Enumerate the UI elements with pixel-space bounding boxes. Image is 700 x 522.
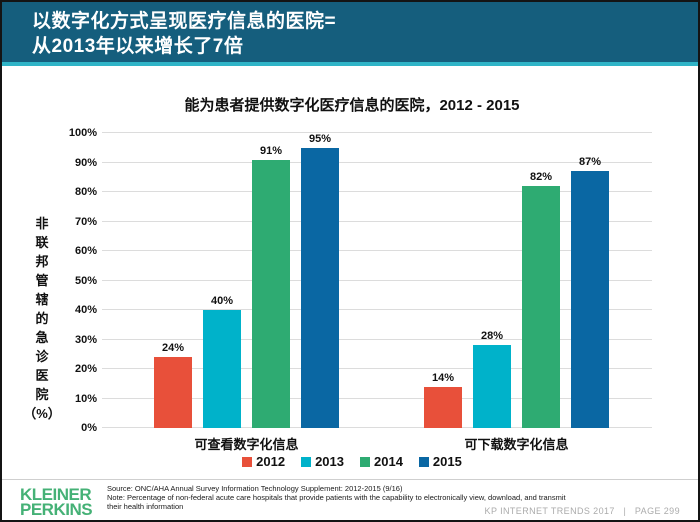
bar-group: 14% 28% 82% 87%: [424, 133, 609, 428]
logo-line2: PERKINS: [20, 500, 93, 519]
y-axis-label-char: 联: [35, 235, 49, 250]
bar-value-label: 95%: [308, 133, 332, 145]
y-axis-label-char: 诊: [35, 349, 49, 364]
y-tick-label: 70%: [74, 215, 97, 228]
note-line: Note: Percentage of non-federal acute ca…: [107, 493, 566, 511]
bar-rect: [203, 310, 241, 428]
legend-item-2013: 2013: [301, 454, 344, 469]
gridline: [102, 309, 652, 310]
legend-swatch: [301, 456, 312, 467]
footer: KLEINER PERKINS Source: ONC/AHA Annual S…: [2, 479, 698, 520]
y-axis-label: 非联邦管辖的急诊医院 （%）: [16, 214, 68, 423]
bar-2013: 40%: [203, 133, 241, 428]
bar-2013: 28%: [473, 133, 511, 428]
legend-swatch: [360, 456, 370, 467]
y-tick-label: 0%: [81, 422, 97, 434]
bar-rect: [424, 386, 462, 428]
plot-area: 24% 40% 91% 95% 14% 28% 82% 87%: [102, 132, 652, 428]
bar-rect: [571, 171, 609, 428]
y-axis-ticks: 100% 90% 80% 70% 60% 50% 40% 30% 20% 10% 0%: [40, 127, 97, 434]
legend-item-2012: 2012: [242, 454, 285, 469]
bar-value-label: 91%: [259, 144, 283, 157]
bar-value-label: 87%: [578, 156, 602, 169]
y-tick-label: 10%: [74, 392, 97, 405]
bar-2015: 87%: [571, 133, 609, 428]
bar-group: 24% 40% 91% 95%: [154, 133, 339, 428]
legend: 2012 2013 2014 2015: [2, 454, 698, 469]
bar-2012: 14%: [424, 133, 462, 428]
legend-label: 2012: [256, 454, 286, 469]
x-category-label: 可查看数字化信息: [194, 437, 299, 452]
x-axis-labels: 可查看数字化信息 可下载数字化信息: [102, 434, 652, 452]
x-category-label: 可下载数字化信息: [464, 437, 569, 452]
y-axis-label-char: 邦: [35, 254, 49, 269]
kleiner-perkins-logo: KLEINER PERKINS: [20, 485, 93, 519]
legend-label: 2015: [432, 454, 462, 469]
bar-2015: 95%: [301, 133, 339, 428]
source-note: Source: ONC/AHA Annual Survey Informatio…: [107, 484, 577, 511]
legend-swatch: [242, 456, 253, 467]
header-title-line2: 从2013年以来增长了7倍: [32, 36, 244, 57]
bar-2014: 91%: [252, 133, 290, 428]
header-title-line1: 以数字化方式呈现医疗信息的医院=: [32, 11, 337, 32]
bar-2012: 24%: [154, 133, 192, 428]
y-tick-label: 90%: [74, 156, 97, 169]
y-axis-label-char: 急: [35, 330, 49, 345]
y-axis-label-char: （%）: [23, 406, 61, 421]
source-line: Source: ONC/AHA Annual Survey Informatio…: [107, 484, 403, 493]
y-tick-label: 40%: [74, 304, 97, 316]
y-tick-label: 100%: [68, 127, 97, 139]
legend-label: 2013: [315, 454, 344, 469]
gridline: [102, 427, 652, 428]
legend-item-2015: 2015: [418, 454, 462, 469]
bar-value-label: 28%: [480, 330, 504, 343]
bar-rect: [473, 345, 511, 428]
y-axis-label-char: 管: [35, 273, 49, 288]
bar-rect: [252, 159, 290, 428]
header-banner: 以数字化方式呈现医疗信息的医院= 从2013年以来增长了7倍: [2, 2, 698, 62]
legend-swatch: [418, 456, 429, 467]
gridline: [102, 161, 652, 163]
chart-title: 能为患者提供数字化医疗信息的医院，2012 - 2015: [184, 97, 520, 114]
gridline: [102, 338, 652, 340]
bar-value-label: 24%: [161, 342, 185, 355]
y-axis-label-char: 辖: [35, 292, 49, 307]
gridline: [102, 250, 652, 251]
y-axis-label-char: 非: [35, 216, 49, 231]
y-axis-label-char: 院: [35, 387, 49, 402]
y-tick-label: 80%: [74, 186, 97, 198]
y-tick-label: 60%: [74, 245, 97, 257]
bar-value-label: 82%: [529, 171, 553, 184]
bar-rect: [522, 186, 560, 428]
page-info: KP INTERNET TRENDS 2017 | PAGE 299: [484, 506, 680, 516]
gridline: [102, 397, 652, 399]
gridline: [102, 132, 652, 133]
y-tick-label: 20%: [74, 363, 97, 375]
gridline: [102, 279, 652, 281]
header-accent-stripe: [2, 62, 698, 66]
y-axis-label-char: 的: [35, 311, 49, 326]
gridline: [102, 220, 652, 222]
legend-label: 2014: [374, 454, 403, 469]
gridline: [102, 368, 652, 369]
bar-rect: [301, 148, 339, 428]
legend-item-2014: 2014: [360, 454, 403, 469]
y-tick-label: 50%: [74, 274, 97, 287]
bar-value-label: 40%: [210, 295, 234, 307]
y-axis-label-char: 医: [35, 368, 49, 383]
gridline: [102, 191, 652, 192]
logo-line1: KLEINER: [20, 485, 92, 504]
bar-2014: 82%: [522, 133, 560, 428]
y-tick-label: 30%: [74, 333, 97, 346]
bar-rect: [154, 357, 192, 428]
bar-value-label: 14%: [431, 371, 455, 384]
